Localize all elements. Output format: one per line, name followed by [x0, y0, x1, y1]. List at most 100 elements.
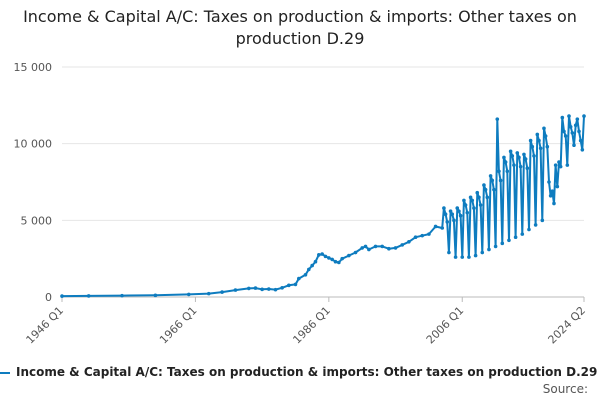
data-point[interactable]	[495, 117, 500, 121]
data-point[interactable]	[452, 218, 456, 223]
data-point[interactable]	[510, 154, 515, 158]
data-point[interactable]	[120, 293, 124, 298]
data-point[interactable]	[367, 247, 371, 252]
data-point[interactable]	[475, 190, 480, 195]
data-point[interactable]	[522, 152, 526, 157]
data-point[interactable]	[528, 138, 533, 143]
data-point[interactable]	[420, 233, 425, 238]
data-point[interactable]	[317, 253, 321, 257]
data-point[interactable]	[572, 143, 576, 147]
data-point[interactable]	[327, 256, 331, 260]
data-point[interactable]	[520, 232, 525, 236]
data-point[interactable]	[86, 294, 91, 298]
data-point[interactable]	[303, 272, 308, 277]
data-point[interactable]	[503, 160, 508, 164]
data-point[interactable]	[478, 203, 483, 207]
data-point[interactable]	[373, 244, 378, 249]
data-point[interactable]	[472, 206, 476, 210]
data-point[interactable]	[578, 138, 583, 143]
data-point[interactable]	[557, 160, 561, 164]
data-point[interactable]	[445, 220, 450, 224]
legend[interactable]: Income & Capital A/C: Taxes on productio…	[0, 365, 600, 379]
data-point[interactable]	[565, 163, 570, 167]
source-label[interactable]: Source:	[542, 382, 588, 396]
data-point[interactable]	[493, 244, 498, 249]
data-point[interactable]	[542, 126, 546, 131]
data-point[interactable]	[538, 146, 543, 151]
data-point[interactable]	[500, 241, 505, 246]
data-point[interactable]	[413, 235, 418, 239]
data-point[interactable]	[220, 290, 224, 294]
data-point[interactable]	[273, 287, 278, 292]
data-point[interactable]	[483, 187, 488, 192]
data-point[interactable]	[497, 169, 501, 174]
data-point[interactable]	[337, 260, 341, 265]
data-point[interactable]	[427, 232, 431, 236]
data-point[interactable]	[570, 131, 575, 135]
data-point[interactable]	[443, 212, 448, 216]
data-point[interactable]	[517, 155, 521, 160]
data-point[interactable]	[313, 259, 318, 264]
data-point[interactable]	[490, 178, 495, 183]
data-point[interactable]	[360, 246, 364, 250]
data-point[interactable]	[400, 243, 405, 247]
data-point[interactable]	[153, 293, 158, 298]
data-point[interactable]	[508, 149, 513, 154]
data-point[interactable]	[448, 209, 453, 213]
data-point[interactable]	[480, 250, 485, 255]
data-point[interactable]	[552, 201, 556, 206]
data-point[interactable]	[287, 283, 291, 288]
data-point[interactable]	[548, 194, 553, 198]
data-point[interactable]	[530, 144, 535, 149]
data-point[interactable]	[320, 252, 324, 256]
data-point[interactable]	[330, 257, 334, 262]
data-point[interactable]	[523, 157, 528, 161]
data-point[interactable]	[505, 169, 510, 174]
data-point[interactable]	[470, 198, 475, 203]
data-point[interactable]	[442, 206, 446, 210]
data-point[interactable]	[297, 276, 301, 281]
data-point[interactable]	[515, 151, 520, 155]
data-point[interactable]	[293, 282, 298, 287]
data-point[interactable]	[186, 292, 191, 297]
data-point[interactable]	[532, 154, 536, 158]
data-point[interactable]	[266, 287, 271, 291]
data-point[interactable]	[512, 163, 516, 167]
data-point[interactable]	[562, 129, 566, 134]
data-point[interactable]	[463, 203, 468, 207]
data-point[interactable]	[555, 184, 560, 189]
data-point[interactable]	[543, 134, 548, 138]
data-point[interactable]	[393, 246, 398, 250]
data-point[interactable]	[540, 218, 545, 223]
data-point[interactable]	[333, 259, 338, 264]
data-point[interactable]	[575, 117, 580, 121]
data-point[interactable]	[353, 250, 358, 255]
data-point[interactable]	[458, 213, 463, 218]
data-point[interactable]	[310, 263, 314, 268]
data-point[interactable]	[246, 286, 251, 291]
data-point[interactable]	[433, 224, 438, 229]
data-point[interactable]	[457, 209, 461, 213]
data-point[interactable]	[323, 254, 328, 259]
data-point[interactable]	[467, 255, 471, 259]
data-point[interactable]	[260, 287, 264, 292]
data-point[interactable]	[573, 123, 578, 128]
data-point[interactable]	[580, 148, 585, 152]
data-point[interactable]	[380, 244, 385, 249]
data-point[interactable]	[550, 189, 555, 193]
data-point[interactable]	[492, 187, 496, 192]
data-point[interactable]	[582, 114, 586, 118]
data-point[interactable]	[387, 246, 391, 251]
data-point[interactable]	[468, 195, 473, 200]
data-point[interactable]	[535, 132, 540, 137]
data-point[interactable]	[545, 144, 550, 149]
data-point[interactable]	[547, 180, 551, 184]
data-point[interactable]	[537, 138, 541, 143]
data-point[interactable]	[482, 183, 486, 187]
data-point[interactable]	[563, 134, 568, 138]
data-point[interactable]	[206, 291, 211, 296]
data-point[interactable]	[513, 235, 518, 239]
data-point[interactable]	[455, 206, 460, 210]
data-point[interactable]	[525, 166, 530, 170]
data-point[interactable]	[553, 163, 558, 167]
